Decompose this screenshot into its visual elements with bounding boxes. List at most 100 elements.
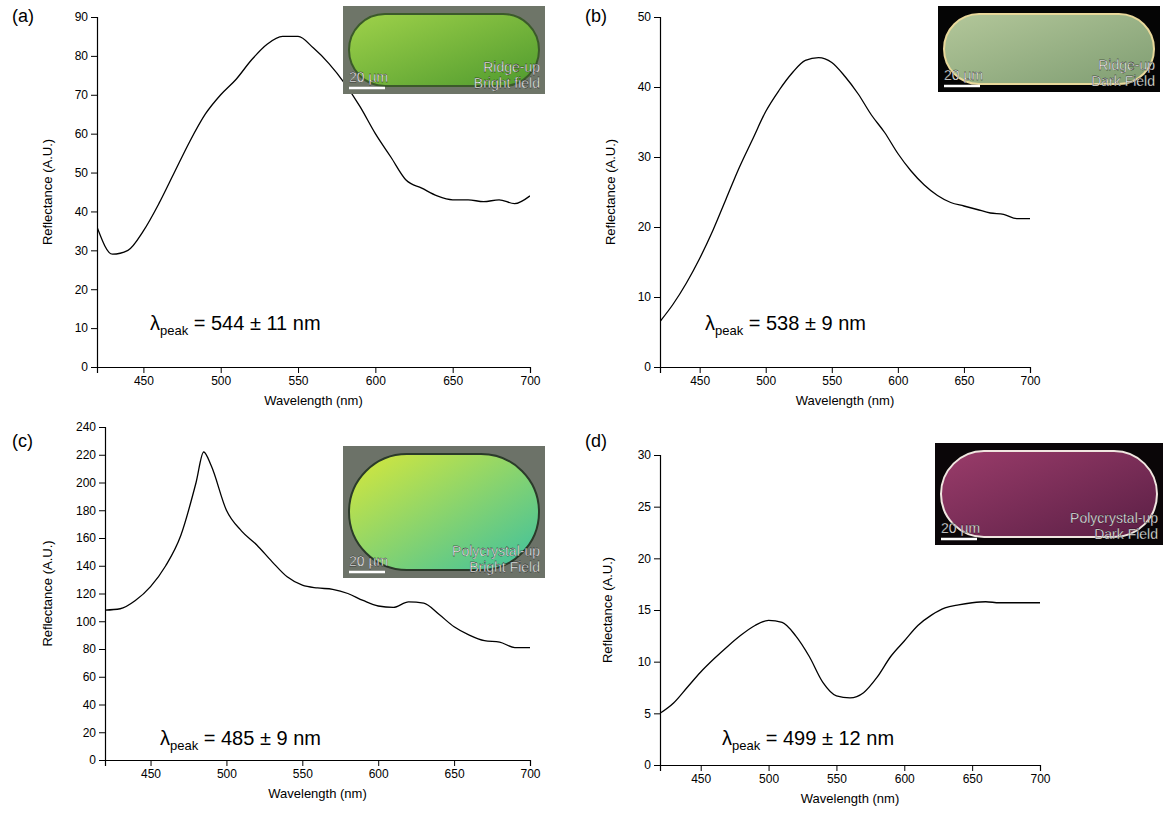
- y-tick-label: 50: [638, 10, 652, 24]
- y-axis-title: Reflectance (A.U.): [40, 139, 55, 245]
- y-axis-line: [654, 456, 661, 766]
- panel: 45050055060065070001020304050Wavelength …: [585, 6, 1160, 408]
- y-tick-mark: [91, 173, 97, 174]
- scale-bar: [944, 85, 980, 88]
- x-tick: 550: [289, 367, 309, 388]
- scale-bar: [941, 538, 977, 541]
- x-tick: 450: [691, 765, 711, 786]
- y-tick: 25: [638, 500, 660, 514]
- y-tick-label: 10: [75, 321, 89, 335]
- x-tick-label: 500: [217, 767, 237, 781]
- y-tick-mark: [91, 367, 97, 368]
- x-tick-label: 500: [759, 772, 779, 786]
- x-axis: 450500550600650700: [661, 367, 1041, 388]
- inset-label: Polycrystal-up: [1070, 510, 1158, 526]
- annotation-subscript: peak: [170, 738, 199, 753]
- x-tick: 700: [520, 760, 540, 781]
- inset-background: [938, 6, 1160, 92]
- x-tick-label: 650: [443, 374, 463, 388]
- x-tick: 600: [366, 367, 386, 388]
- x-tick-label: 450: [141, 767, 161, 781]
- x-tick-label: 500: [756, 374, 776, 388]
- y-axis-line: [654, 18, 661, 368]
- x-axis: 450500550600650700: [98, 367, 541, 388]
- y-tick-label: 25: [638, 500, 652, 514]
- y-tick-mark: [91, 95, 97, 96]
- y-axis-line: [99, 428, 106, 761]
- annotation-symbol: λ: [150, 312, 160, 334]
- x-tick-mark: [836, 765, 837, 771]
- y-tick-label: 120: [76, 587, 96, 601]
- y-tick-label: 200: [76, 476, 96, 490]
- x-tick-label: 500: [211, 374, 231, 388]
- y-tick-mark: [91, 328, 97, 329]
- y-tick-label: 100: [76, 615, 96, 629]
- y-tick-label: 20: [638, 552, 652, 566]
- peak-annotation: λpeak = 499 ± 12 nm: [722, 727, 894, 753]
- x-tick-mark: [221, 367, 222, 373]
- inset-background: [343, 446, 545, 578]
- y-tick-label: 20: [83, 726, 97, 740]
- x-tick-mark: [151, 760, 152, 766]
- x-tick-label: 450: [134, 374, 154, 388]
- y-tick: 80: [83, 642, 105, 656]
- y-tick-label: 60: [75, 127, 89, 141]
- annotation-text: = 544 ± 11 nm: [188, 312, 320, 334]
- y-axis-title: Reflectance (A.U.): [40, 540, 55, 646]
- inset-background: [343, 6, 545, 94]
- y-tick: 0: [644, 758, 660, 772]
- x-tick: 550: [827, 765, 847, 786]
- panel: 450500550600650700051015202530Wavelength…: [585, 431, 1163, 806]
- y-tick: 5: [644, 707, 660, 721]
- x-tick-label: 700: [1030, 772, 1050, 786]
- x-tick: 600: [369, 760, 389, 781]
- inset: Ridge-upDark Field20 µm: [938, 6, 1160, 92]
- y-tick: 0: [89, 753, 105, 767]
- x-tick-label: 650: [954, 374, 974, 388]
- y-tick: 60: [83, 670, 105, 684]
- y-tick-mark: [99, 649, 105, 650]
- x-tick-label: 600: [895, 772, 915, 786]
- annotation-subscript: peak: [715, 323, 744, 338]
- x-tick-mark: [832, 367, 833, 373]
- x-tick-label: 650: [963, 772, 983, 786]
- x-tick: 450: [690, 367, 710, 388]
- y-tick-mark: [99, 510, 105, 511]
- plot-area: [660, 58, 1030, 322]
- inset-background: [935, 443, 1163, 545]
- x-tick-mark: [298, 367, 299, 373]
- y-axis-title: Reflectance (A.U.): [600, 557, 615, 663]
- y-tick: 20: [638, 552, 660, 566]
- panel-label: (b): [585, 6, 607, 26]
- y-tick: 140: [76, 559, 105, 573]
- peak-annotation: λpeak = 544 ± 11 nm: [150, 312, 321, 338]
- y-tick-label: 30: [638, 150, 652, 164]
- x-tick-mark: [143, 367, 144, 373]
- x-tick-label: 550: [822, 374, 842, 388]
- x-axis-title: Wavelength (nm): [801, 791, 900, 806]
- y-tick: 120: [76, 587, 105, 601]
- y-tick-mark: [99, 538, 105, 539]
- y-tick-mark: [654, 507, 660, 508]
- y-axis: 0102030405060708090: [75, 10, 98, 374]
- x-tick-mark: [454, 760, 455, 766]
- x-tick: 500: [759, 765, 779, 786]
- inset-label: Bright Field: [469, 559, 540, 575]
- x-tick-label: 550: [293, 767, 313, 781]
- x-tick: 450: [134, 367, 154, 388]
- y-tick-mark: [99, 483, 105, 484]
- x-axis-title: Wavelength (nm): [268, 786, 367, 801]
- y-tick-mark: [654, 558, 660, 559]
- y-tick-mark: [99, 732, 105, 733]
- y-tick: 20: [75, 283, 97, 297]
- y-tick-label: 60: [83, 670, 97, 684]
- y-tick: 220: [76, 448, 105, 462]
- y-tick: 100: [76, 615, 105, 629]
- x-tick-mark: [898, 367, 899, 373]
- y-tick: 20: [83, 726, 105, 740]
- scale-bar-label: 20 µm: [349, 69, 388, 85]
- panel-label: (d): [585, 431, 607, 451]
- y-tick: 30: [75, 244, 97, 258]
- panel-label: (a): [12, 6, 34, 26]
- x-tick: 550: [822, 367, 842, 388]
